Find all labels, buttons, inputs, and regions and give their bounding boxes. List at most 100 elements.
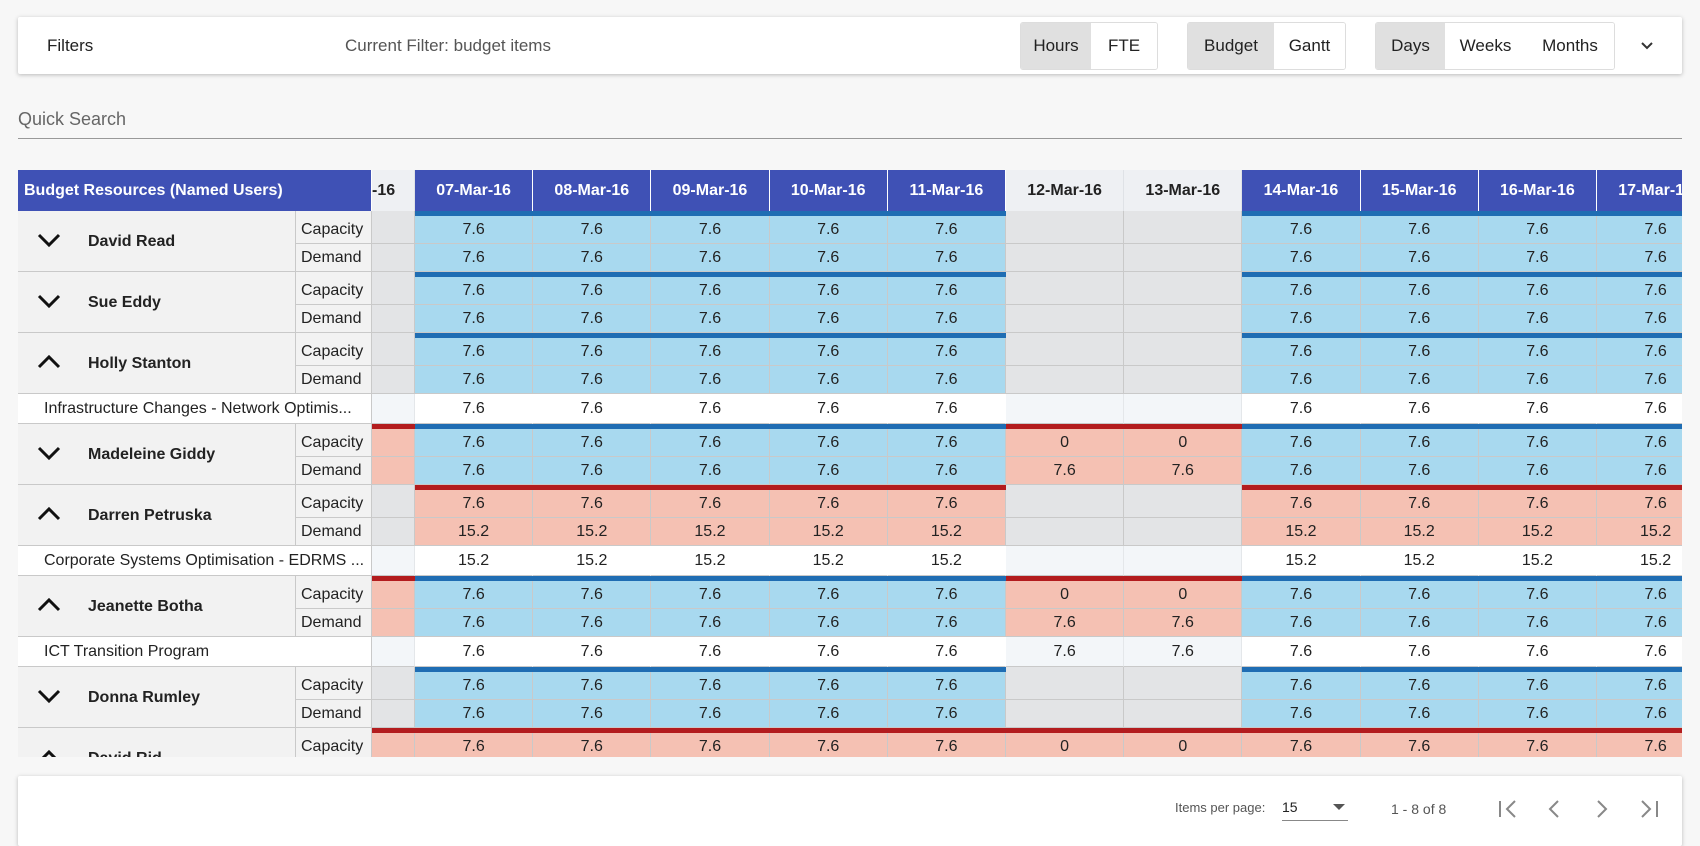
capacity-cell [372, 490, 415, 518]
capacity-cell: 7.6 [415, 733, 534, 757]
allocation-bar [1597, 424, 1682, 429]
demand-cell [372, 244, 415, 272]
capacity-cell: 7.6 [415, 216, 534, 244]
toggle-option[interactable]: Months [1526, 23, 1614, 69]
column-header: -16 [372, 170, 415, 211]
capacity-cell: 7.6 [533, 216, 652, 244]
demand-cell [1124, 700, 1243, 728]
demand-cell [1006, 305, 1125, 333]
person-cell [18, 424, 296, 485]
expand-toolbar[interactable] [1638, 37, 1656, 55]
demand-cell: 7.6 [1478, 244, 1597, 272]
person-name: David Rid [88, 728, 162, 757]
person-cell [18, 333, 296, 394]
allocation-bar [415, 485, 534, 490]
demand-cell: 7.6 [533, 305, 652, 333]
capacity-cell: 7.6 [887, 277, 1006, 305]
row-type-top [296, 728, 372, 733]
allocation-bar [1597, 485, 1682, 490]
capacity-cell: 7.6 [769, 490, 888, 518]
demand-cell [1124, 518, 1243, 546]
last-page[interactable] [1641, 800, 1658, 818]
capacity-cell: 0 [1124, 429, 1243, 457]
expand-chevron[interactable] [36, 686, 62, 706]
demand-cell: 7.6 [1478, 366, 1597, 394]
capacity-cell: 7.6 [887, 429, 1006, 457]
toggle-option[interactable]: Weeks [1445, 23, 1527, 69]
items-per-page-select[interactable]: 15 [1282, 794, 1348, 821]
allocation-bar [887, 211, 1006, 216]
project-cell: 15.2 [651, 546, 770, 576]
expand-chevron[interactable] [36, 747, 62, 757]
demand-cell: 7.6 [651, 244, 770, 272]
project-cell: 15.2 [533, 546, 652, 576]
project-cell [372, 394, 415, 424]
allocation-bar [372, 333, 415, 338]
row-type-top [296, 576, 372, 581]
allocation-bar [1124, 728, 1243, 733]
demand-cell: 7.6 [1360, 457, 1479, 485]
capacity-cell [1006, 277, 1125, 305]
expand-chevron[interactable] [36, 595, 62, 615]
demand-cell: 7.6 [887, 457, 1006, 485]
capacity-cell: 7.6 [415, 429, 534, 457]
expand-chevron[interactable] [36, 230, 62, 250]
demand-cell [372, 457, 415, 485]
project-cell: 7.6 [415, 637, 534, 667]
allocation-bar [887, 424, 1006, 429]
capacity-cell: 7.6 [1242, 338, 1361, 366]
row-type-top [296, 424, 372, 429]
toggle-option[interactable]: Days [1376, 23, 1446, 69]
quick-search[interactable]: Quick Search [18, 105, 1682, 139]
expand-chevron[interactable] [36, 352, 62, 372]
row-type-top [296, 333, 372, 338]
allocation-bar [651, 333, 770, 338]
demand-cell: 7.6 [1242, 305, 1361, 333]
demand-cell [1124, 305, 1243, 333]
project-cell: 15.2 [769, 546, 888, 576]
column-header: 16-Mar-16 [1478, 170, 1597, 211]
items-per-page-value: 15 [1282, 799, 1298, 815]
demand-cell: 7.6 [651, 305, 770, 333]
capacity-cell: 7.6 [1597, 490, 1682, 518]
allocation-bar [533, 576, 652, 581]
prev-page[interactable] [1548, 800, 1559, 818]
person-name: Donna Rumley [88, 689, 201, 706]
expand-chevron[interactable] [36, 504, 62, 524]
toggle-option[interactable]: FTE [1091, 23, 1157, 69]
capacity-cell: 7.6 [651, 277, 770, 305]
project-cell: 7.6 [1124, 637, 1243, 667]
expand-chevron[interactable] [36, 443, 62, 463]
toggle-option[interactable]: Budget [1188, 23, 1275, 69]
toggle-option[interactable]: Hours [1021, 23, 1092, 69]
capacity-cell: 7.6 [887, 672, 1006, 700]
next-page[interactable] [1597, 800, 1608, 818]
person-cell [18, 728, 296, 757]
allocation-bar [887, 728, 1006, 733]
project-label: Corporate Systems Optimisation - EDRMS .… [18, 546, 372, 576]
capacity-cell: 7.6 [1597, 338, 1682, 366]
capacity-cell: 7.6 [651, 216, 770, 244]
project-cell: 15.2 [1597, 546, 1682, 576]
demand-cell: 7.6 [769, 700, 888, 728]
allocation-bar [1478, 333, 1597, 338]
allocation-bar [372, 211, 415, 216]
demand-cell: 15.2 [1242, 518, 1361, 546]
allocation-bar [533, 424, 652, 429]
toggle-option[interactable]: Gantt [1274, 23, 1345, 69]
expand-chevron[interactable] [36, 291, 62, 311]
row-type-label: Demand [296, 305, 372, 333]
row-type-label: Capacity [296, 429, 372, 457]
first-page[interactable] [1499, 800, 1516, 818]
row-type-label: Capacity [296, 216, 372, 244]
project-cell: 7.6 [1597, 394, 1682, 424]
person-cell [18, 667, 296, 728]
person-name: David Read [88, 233, 176, 250]
capacity-cell [1124, 216, 1243, 244]
capacity-cell [1006, 672, 1125, 700]
filters-button[interactable]: Filters [47, 36, 94, 55]
allocation-bar [1597, 211, 1682, 216]
allocation-bar [887, 333, 1006, 338]
capacity-cell [372, 429, 415, 457]
allocation-bar [1360, 211, 1479, 216]
